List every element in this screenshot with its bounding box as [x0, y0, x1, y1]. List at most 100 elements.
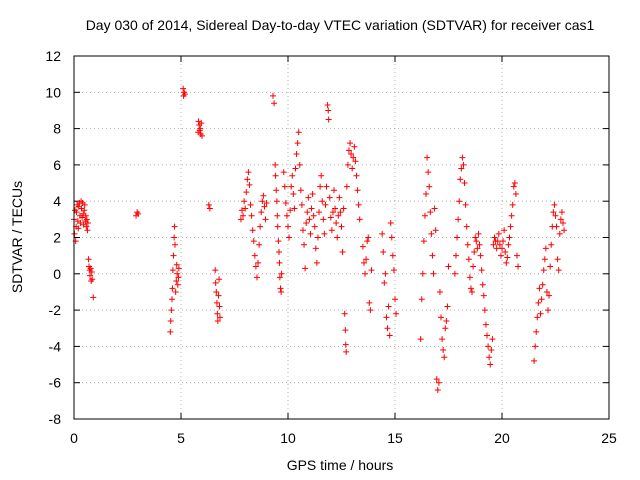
data-point — [363, 256, 370, 263]
data-point — [550, 209, 557, 216]
data-point — [167, 317, 174, 324]
data-point — [552, 212, 559, 219]
data-point — [482, 321, 489, 328]
y-tick-label: 8 — [53, 121, 61, 137]
data-point — [495, 230, 502, 237]
data-point — [282, 200, 289, 207]
data-point — [481, 307, 488, 314]
data-point — [473, 238, 480, 245]
data-point — [431, 205, 438, 212]
data-point — [271, 100, 278, 107]
data-point — [171, 234, 178, 241]
data-point — [384, 325, 391, 332]
data-point — [331, 187, 338, 194]
data-point — [355, 201, 362, 208]
data-point — [290, 190, 297, 197]
data-point — [500, 238, 507, 245]
data-point — [537, 310, 544, 317]
data-point — [256, 241, 263, 248]
data-point — [345, 147, 352, 154]
data-point — [417, 336, 424, 343]
data-point — [295, 129, 302, 136]
data-point — [81, 201, 88, 208]
data-point — [276, 274, 283, 281]
data-point — [292, 165, 299, 172]
data-point — [175, 265, 182, 272]
data-point — [339, 249, 346, 256]
data-point — [316, 209, 323, 216]
x-tick-label: 10 — [280, 430, 296, 446]
data-point — [253, 274, 260, 281]
data-point — [351, 143, 358, 150]
data-point — [289, 172, 296, 179]
x-tick-label: 20 — [494, 430, 510, 446]
data-point — [484, 332, 491, 339]
data-point — [169, 267, 176, 274]
data-point — [478, 267, 485, 274]
data-point — [87, 272, 94, 279]
data-point — [445, 263, 452, 270]
data-point — [247, 201, 254, 208]
data-point — [424, 154, 431, 161]
data-point — [439, 336, 446, 343]
data-point — [319, 198, 326, 205]
data-point — [276, 259, 283, 266]
data-point — [489, 336, 496, 343]
data-point — [206, 205, 213, 212]
data-point — [79, 214, 86, 221]
data-point — [252, 263, 259, 270]
data-point — [352, 158, 359, 165]
data-point — [216, 303, 223, 310]
data-point — [329, 209, 336, 216]
data-point — [491, 234, 498, 241]
data-point — [433, 376, 440, 383]
data-point — [420, 238, 427, 245]
data-point — [380, 249, 387, 256]
data-point — [547, 263, 554, 270]
data-point — [237, 216, 244, 223]
data-points — [71, 85, 568, 393]
data-point — [429, 252, 436, 259]
data-point — [538, 296, 545, 303]
data-point — [428, 230, 435, 237]
data-point — [485, 343, 492, 350]
data-point — [198, 132, 205, 139]
data-point — [276, 249, 283, 256]
data-point — [558, 209, 565, 216]
data-point — [504, 254, 511, 261]
data-point — [174, 270, 181, 277]
data-point — [418, 296, 425, 303]
data-point — [381, 279, 388, 286]
y-tick-label: -2 — [49, 302, 62, 318]
data-point — [277, 285, 284, 292]
data-point — [181, 91, 188, 98]
data-point — [469, 288, 476, 295]
data-point — [545, 307, 552, 314]
data-point — [497, 252, 504, 259]
data-point — [360, 259, 367, 266]
data-point — [435, 379, 442, 386]
data-point — [327, 214, 334, 221]
data-point — [505, 241, 512, 248]
data-point — [273, 198, 280, 205]
data-point — [366, 299, 373, 306]
data-point — [272, 172, 279, 179]
data-point — [344, 161, 351, 168]
x-tick-label: 15 — [387, 430, 403, 446]
data-point — [325, 116, 332, 123]
data-point — [197, 125, 204, 132]
data-point — [459, 154, 466, 161]
data-point — [244, 176, 251, 183]
data-point — [213, 299, 220, 306]
data-point — [535, 299, 542, 306]
y-tick-label: -6 — [49, 375, 62, 391]
data-point — [534, 314, 541, 321]
data-point — [386, 332, 393, 339]
data-point — [490, 241, 497, 248]
y-axis-label: SDTVAR / TECUs — [9, 181, 25, 293]
data-point — [170, 252, 177, 259]
data-point — [379, 230, 386, 237]
data-point — [343, 183, 350, 190]
data-point — [85, 256, 92, 263]
data-point — [442, 325, 449, 332]
